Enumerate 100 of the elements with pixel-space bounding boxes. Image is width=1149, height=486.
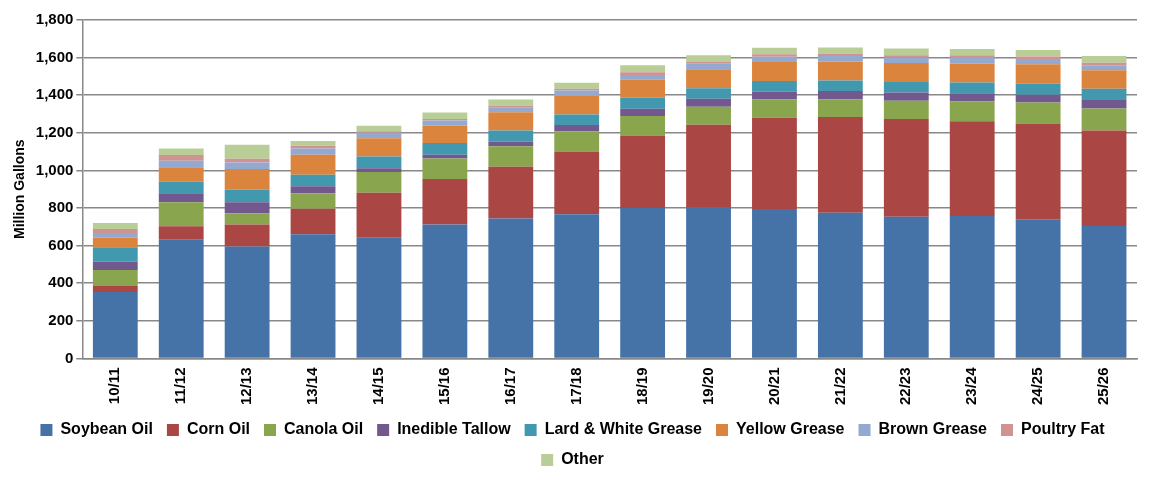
bar <box>817 61 863 81</box>
bar <box>356 192 402 238</box>
bar <box>817 47 863 54</box>
bar <box>224 213 270 225</box>
bar <box>686 106 731 125</box>
bar <box>620 135 666 209</box>
legend-label: Inedible Tallow <box>397 420 512 438</box>
bar <box>356 168 402 173</box>
bar <box>422 125 468 143</box>
bar <box>883 57 929 64</box>
bar <box>290 154 336 175</box>
bar <box>949 93 995 102</box>
bar <box>620 65 666 73</box>
bar <box>1015 83 1061 95</box>
bar <box>290 186 336 194</box>
bar <box>356 132 402 139</box>
bar <box>752 117 797 209</box>
y-axis-title: Million Gallons <box>11 139 28 240</box>
bar <box>752 56 797 62</box>
bar <box>883 118 929 217</box>
bar <box>422 158 468 179</box>
bar <box>949 57 995 64</box>
y-tick-label: 0 <box>64 348 74 366</box>
bar <box>92 261 138 271</box>
legend-label: Brown Grease <box>878 420 988 438</box>
bar <box>554 214 600 358</box>
bar <box>686 98 731 107</box>
bar <box>224 202 270 214</box>
bar <box>620 208 666 358</box>
legend-label: Canola Oil <box>284 420 364 438</box>
bar <box>686 88 731 99</box>
bar <box>422 178 468 225</box>
bar <box>620 116 666 136</box>
bar <box>92 247 138 262</box>
x-tick-label: 16/17 <box>500 367 518 406</box>
y-tick-label: 1,000 <box>35 160 74 178</box>
bar <box>92 270 138 287</box>
bar <box>1081 130 1127 227</box>
bar <box>158 239 204 358</box>
x-tick-label: 21/22 <box>830 367 848 406</box>
bar <box>752 54 797 57</box>
bar <box>554 95 600 115</box>
y-tick-label: 1,200 <box>35 122 74 140</box>
bar <box>158 148 204 156</box>
bar <box>1015 123 1061 220</box>
bar <box>883 82 929 93</box>
bar <box>488 130 534 142</box>
bar <box>356 237 402 358</box>
bar <box>883 55 929 58</box>
x-tick-label: 11/12 <box>171 367 189 405</box>
bar <box>949 101 995 122</box>
bar <box>554 125 600 132</box>
legend-label: Lard & White Grease <box>544 420 703 438</box>
y-tick-label: 1,800 <box>35 10 74 28</box>
bar <box>1081 56 1127 63</box>
bar <box>1015 102 1061 124</box>
bar <box>92 222 138 229</box>
bar <box>554 82 600 89</box>
y-tick-label: 200 <box>48 311 74 328</box>
bar <box>1015 59 1061 65</box>
y-tick-label: 1,400 <box>35 85 74 103</box>
y-tick-label: 1,600 <box>35 47 74 65</box>
bar <box>422 142 468 155</box>
x-tick-label: 22/23 <box>896 367 914 406</box>
bar <box>1081 65 1127 71</box>
bar <box>620 74 666 80</box>
y-tick-label: 600 <box>48 235 74 253</box>
bar <box>422 154 468 159</box>
x-tick-label: 18/19 <box>632 367 650 406</box>
bar <box>554 151 600 215</box>
x-tick-label: 12/13 <box>237 367 255 406</box>
bar <box>290 174 336 187</box>
bar <box>1081 108 1127 131</box>
bar <box>224 144 270 159</box>
bar <box>686 207 731 358</box>
bar <box>554 90 600 96</box>
x-tick-label: 23/24 <box>962 366 980 406</box>
bar <box>817 117 863 213</box>
y-tick-label: 800 <box>48 198 74 216</box>
bar <box>883 92 929 101</box>
bar <box>817 80 863 92</box>
legend-label: Poultry Fat <box>1021 420 1106 438</box>
bar <box>422 224 468 358</box>
bar <box>92 228 138 234</box>
bar <box>817 99 863 118</box>
bar <box>752 61 797 81</box>
bar <box>92 286 138 293</box>
bar <box>224 158 270 163</box>
bar <box>949 55 995 58</box>
legend-label: Corn Oil <box>186 420 251 438</box>
bar <box>488 107 534 113</box>
bar <box>817 91 863 100</box>
x-tick-label: 15/16 <box>435 367 453 406</box>
bar <box>224 162 270 170</box>
x-tick-label: 17/18 <box>566 367 584 406</box>
x-tick-label: 25/26 <box>1094 367 1112 406</box>
bar <box>949 63 995 83</box>
bar <box>224 169 270 190</box>
bar <box>290 234 336 358</box>
bar <box>686 124 731 208</box>
